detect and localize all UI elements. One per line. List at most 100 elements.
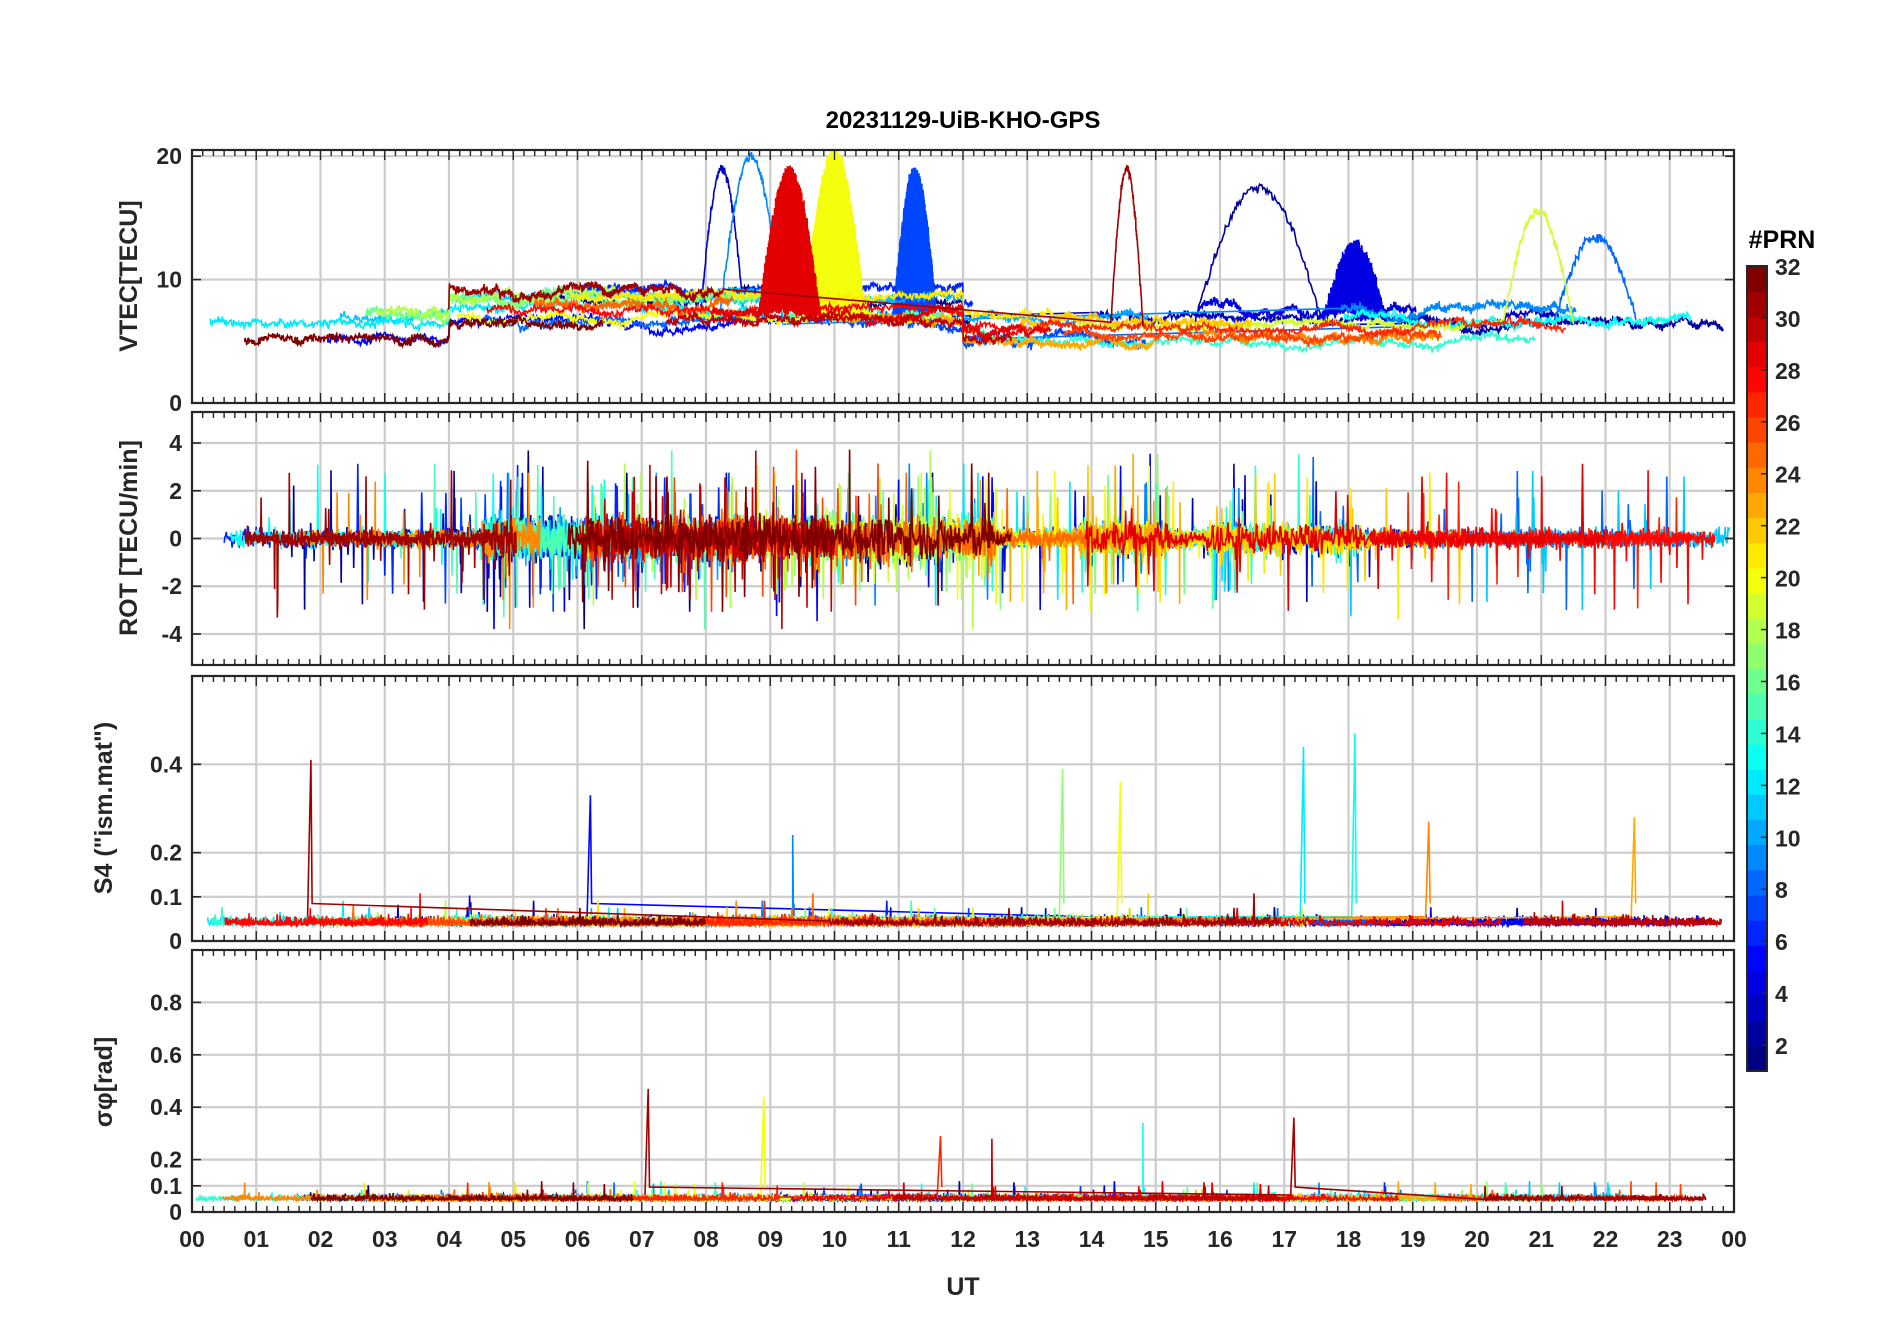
colorbar-band xyxy=(1747,467,1767,494)
colorbar-band xyxy=(1747,366,1767,393)
vtec-ylabel: VTEC[TECU] xyxy=(115,200,143,351)
prn-14-trace xyxy=(982,329,1536,354)
colorbar-tick-label: 20 xyxy=(1775,566,1801,592)
colorbar-band xyxy=(1747,316,1767,343)
colorbar-band xyxy=(1747,416,1767,443)
prn-32-trace xyxy=(243,315,604,350)
x-tick-label: 20 xyxy=(1464,1226,1490,1252)
prn-20-trace xyxy=(386,1096,766,1204)
chart-title: 20231129-UiB-KHO-GPS xyxy=(826,107,1101,134)
vtec-panel: 0 10 20 VTEC[TECU] xyxy=(115,143,1736,416)
x-tick-label: 03 xyxy=(372,1226,398,1252)
colorbar-tick-label: 30 xyxy=(1775,306,1801,332)
y-tick-label: -4 xyxy=(162,621,183,647)
sigma-phi-panel: 00.10.2 0.4 0.6 0.8 σφ[rad] xyxy=(90,948,1736,1225)
x-tick-label: 19 xyxy=(1400,1226,1426,1252)
x-tick-labels: 00 01 02 03 04 05 06 07 08 09 10 11 12 13 14 15 16 17 18 19… xyxy=(179,1226,1747,1252)
prn-31-trace xyxy=(447,165,1144,327)
colorbar-band xyxy=(1747,693,1767,720)
colorbar-tick-label: 22 xyxy=(1775,514,1801,540)
colorbar-band xyxy=(1747,844,1767,871)
colorbar-band xyxy=(1747,668,1767,695)
colorbar-band xyxy=(1747,1045,1767,1072)
colorbar-tick-label: 16 xyxy=(1775,669,1801,695)
y-tick-label: 0.2 xyxy=(150,840,182,866)
colorbar-band xyxy=(1747,819,1767,846)
colorbar-band xyxy=(1747,341,1767,368)
colorbar-band xyxy=(1747,970,1767,997)
colorbar-tick-label: 24 xyxy=(1775,462,1801,488)
colorbar-band xyxy=(1747,995,1767,1022)
x-tick-label: 00 xyxy=(179,1226,205,1252)
prn-32-trace xyxy=(469,907,706,929)
prn-12-trace xyxy=(206,746,1306,929)
colorbar-tick-label: 8 xyxy=(1775,877,1788,903)
colorbar-tick-label: 14 xyxy=(1775,721,1801,747)
y-tick-label: 0.4 xyxy=(150,1094,182,1120)
y-tick-label: 0.2 xyxy=(150,1147,182,1173)
s4-ylabel: S4 ("ism.mat") xyxy=(90,722,118,894)
prn-9-trace xyxy=(718,151,1577,328)
colorbar-tick-label: 2 xyxy=(1775,1033,1788,1059)
colorbar-band xyxy=(1747,643,1767,670)
prn-30-trace xyxy=(666,311,1013,346)
x-tick-label: 11 xyxy=(887,1226,912,1252)
x-tick-label: 18 xyxy=(1336,1226,1362,1252)
x-tick-label: 07 xyxy=(629,1226,655,1252)
y-tick-label: 10 xyxy=(156,267,182,293)
axes-frame xyxy=(190,674,1736,943)
x-tick-label: 08 xyxy=(693,1226,719,1252)
x-tick-label: 13 xyxy=(1014,1226,1040,1252)
y-tick-label: 0.4 xyxy=(150,751,182,777)
colorbar-tick-label: 26 xyxy=(1775,410,1801,436)
colorbar-title: #PRN xyxy=(1749,226,1816,254)
rot-panel: -4 -2 0 2 4 ROT [TECU/min] xyxy=(115,410,1736,667)
x-tick-label: 10 xyxy=(822,1226,848,1252)
y-tick-label: 4 xyxy=(169,430,182,456)
colorbar-tick-label: 12 xyxy=(1775,773,1801,799)
colorbar-band xyxy=(1747,718,1767,745)
colorbar-band xyxy=(1747,291,1767,317)
y-tick-label: 0.8 xyxy=(150,989,182,1015)
x-tick-label: 05 xyxy=(500,1226,526,1252)
axes-frame xyxy=(190,148,1736,405)
prn-31-trace xyxy=(644,1088,1707,1204)
y-tick-label: 0 xyxy=(169,928,182,954)
x-tick-label: 15 xyxy=(1143,1226,1169,1252)
rot-ylabel: ROT [TECU/min] xyxy=(115,440,143,636)
prn-23-trace xyxy=(957,453,1192,611)
colorbar-band xyxy=(1747,266,1767,292)
prn-29-trace xyxy=(988,907,1503,929)
x-tick-label: 14 xyxy=(1079,1226,1105,1252)
y-tick-label: 0.6 xyxy=(150,1042,182,1068)
colorbar-band xyxy=(1747,894,1767,921)
colorbar-band xyxy=(1747,1020,1767,1047)
prn-32-trace xyxy=(567,449,1012,612)
colorbar-band xyxy=(1747,593,1767,619)
colorbar-band xyxy=(1747,618,1767,644)
x-tick-label: 01 xyxy=(243,1226,269,1252)
colorbar-band xyxy=(1747,945,1767,971)
y-tick-label: 0 xyxy=(169,390,182,416)
axes-frame xyxy=(190,410,1736,667)
prn-32-trace xyxy=(310,1181,634,1204)
colorbar-band xyxy=(1747,743,1767,770)
x-tick-label: 02 xyxy=(308,1226,334,1252)
colorbar-band xyxy=(1747,442,1767,468)
y-tick-label: 0.1 xyxy=(150,1173,182,1199)
prn-13-trace xyxy=(906,1122,1155,1204)
colorbar-tick-label: 18 xyxy=(1775,618,1801,644)
x-tick-label: 21 xyxy=(1528,1226,1554,1252)
prn-17-trace xyxy=(546,768,1065,929)
prn-27-trace xyxy=(1018,314,1567,340)
prn-28-trace xyxy=(224,893,429,929)
prn-5-trace xyxy=(586,795,1707,929)
x-tick-label: 22 xyxy=(1593,1226,1619,1252)
colorbar-tick-label: 4 xyxy=(1775,981,1788,1007)
colorbar-tick-label: 10 xyxy=(1775,825,1801,851)
colorbar-band xyxy=(1747,391,1767,418)
colorbar-band xyxy=(1747,567,1767,594)
colorbar-band xyxy=(1747,542,1767,569)
